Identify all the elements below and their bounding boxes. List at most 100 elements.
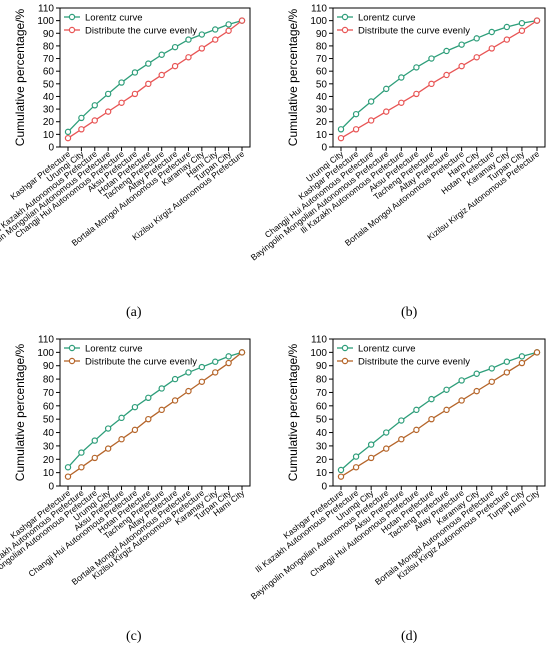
data-point: [198, 45, 206, 52]
data-point: [428, 395, 435, 403]
data-point: [473, 370, 480, 377]
y-tick-label: 90: [316, 29, 328, 40]
data-point: [428, 80, 435, 88]
legend-marker: [68, 26, 76, 34]
data-point: [352, 110, 360, 118]
data-point: [198, 378, 206, 385]
data-point: [145, 415, 152, 423]
data-point: [78, 126, 85, 133]
data-point: [158, 71, 165, 79]
y-tick-label: 30: [43, 441, 55, 452]
y-tick-label: 70: [316, 54, 328, 65]
data-point: [488, 45, 495, 52]
data-point: [118, 79, 125, 86]
data-point: [158, 406, 165, 414]
data-point: [458, 397, 465, 404]
data-point: [104, 90, 112, 98]
data-point: [458, 62, 465, 70]
y-tick-label: 80: [316, 41, 328, 52]
y-tick-label: 110: [38, 335, 54, 346]
y-axis-label: Cumulative percentage/%: [286, 8, 300, 146]
x-tick-label: Changji Hui Autonomous Prefecture: [263, 149, 376, 240]
data-point: [78, 114, 85, 122]
legend-marker: [68, 344, 76, 352]
y-tick-label: 70: [316, 388, 328, 399]
y-tick-label: 70: [43, 54, 55, 65]
data-point: [413, 64, 420, 71]
data-point: [225, 353, 232, 360]
y-tick-label: 80: [43, 375, 55, 386]
legend-marker: [341, 26, 349, 34]
legend-label: Lorentz curve: [85, 344, 143, 355]
y-tick-label: 0: [48, 482, 54, 493]
data-point: [413, 90, 420, 98]
data-point: [533, 17, 541, 24]
data-point: [443, 386, 450, 393]
data-point: [488, 365, 495, 372]
data-point: [131, 426, 139, 434]
plot-frame: [59, 338, 251, 487]
y-tick-label: 50: [43, 415, 55, 426]
y-tick-label: 10: [316, 130, 328, 141]
data-point: [91, 437, 98, 444]
data-point: [518, 27, 526, 34]
data-point: [352, 126, 360, 133]
y-axis-label: Cumulative percentage/%: [13, 8, 27, 146]
data-point: [367, 117, 375, 124]
y-tick-label: 110: [311, 335, 327, 346]
data-point: [171, 62, 179, 70]
y-tick-label: 100: [310, 348, 327, 359]
data-point: [158, 385, 165, 392]
data-point: [145, 394, 152, 401]
data-point: [131, 69, 139, 76]
y-tick-label: 20: [316, 455, 328, 466]
data-point: [367, 98, 375, 105]
legend-marker: [341, 357, 349, 365]
y-tick-label: 10: [43, 130, 55, 141]
chart-panel-3: 0 10 20 30 40 50 60 70 80 90 100 110 Cumulative perc…: [0, 335, 251, 601]
y-tick-label: 40: [316, 92, 328, 103]
y-tick-label: 20: [43, 455, 55, 466]
y-tick-label: 0: [321, 482, 327, 493]
legend-marker: [68, 357, 76, 365]
y-tick-label: 70: [43, 388, 55, 399]
data-point: [352, 453, 360, 460]
data-point: [443, 71, 450, 79]
data-point: [413, 426, 420, 434]
plot-frame: [332, 7, 546, 148]
y-tick-label: 90: [316, 361, 328, 372]
data-point: [473, 35, 480, 42]
y-tick-label: 60: [316, 401, 328, 412]
legend-label: Lorentz curve: [85, 13, 143, 24]
plot-frame: [332, 338, 546, 487]
y-tick-label: 80: [316, 375, 328, 386]
y-tick-label: 10: [316, 468, 328, 479]
data-point: [473, 54, 480, 61]
legend-marker: [341, 344, 349, 352]
y-tick-label: 60: [316, 67, 328, 78]
data-point: [518, 353, 526, 360]
data-point: [171, 375, 179, 383]
data-point: [503, 23, 511, 31]
data-point: [64, 134, 72, 142]
data-point: [398, 436, 405, 443]
y-tick-label: 100: [310, 16, 327, 27]
y-tick-label: 30: [316, 441, 328, 452]
data-point: [118, 99, 125, 106]
data-point: [503, 36, 511, 43]
y-tick-label: 60: [43, 67, 55, 78]
y-tick-label: 40: [316, 428, 328, 439]
data-point: [238, 349, 246, 356]
data-point: [367, 441, 375, 448]
data-point: [383, 85, 390, 93]
y-tick-label: 50: [316, 415, 328, 426]
y-axis-label: Cumulative percentage/%: [286, 343, 300, 481]
data-point: [428, 415, 435, 423]
data-point: [488, 28, 495, 36]
y-tick-label: 30: [316, 105, 328, 116]
data-point: [91, 102, 98, 109]
panel-label-b: (b): [401, 305, 418, 320]
data-point: [518, 19, 526, 27]
data-point: [458, 377, 465, 384]
